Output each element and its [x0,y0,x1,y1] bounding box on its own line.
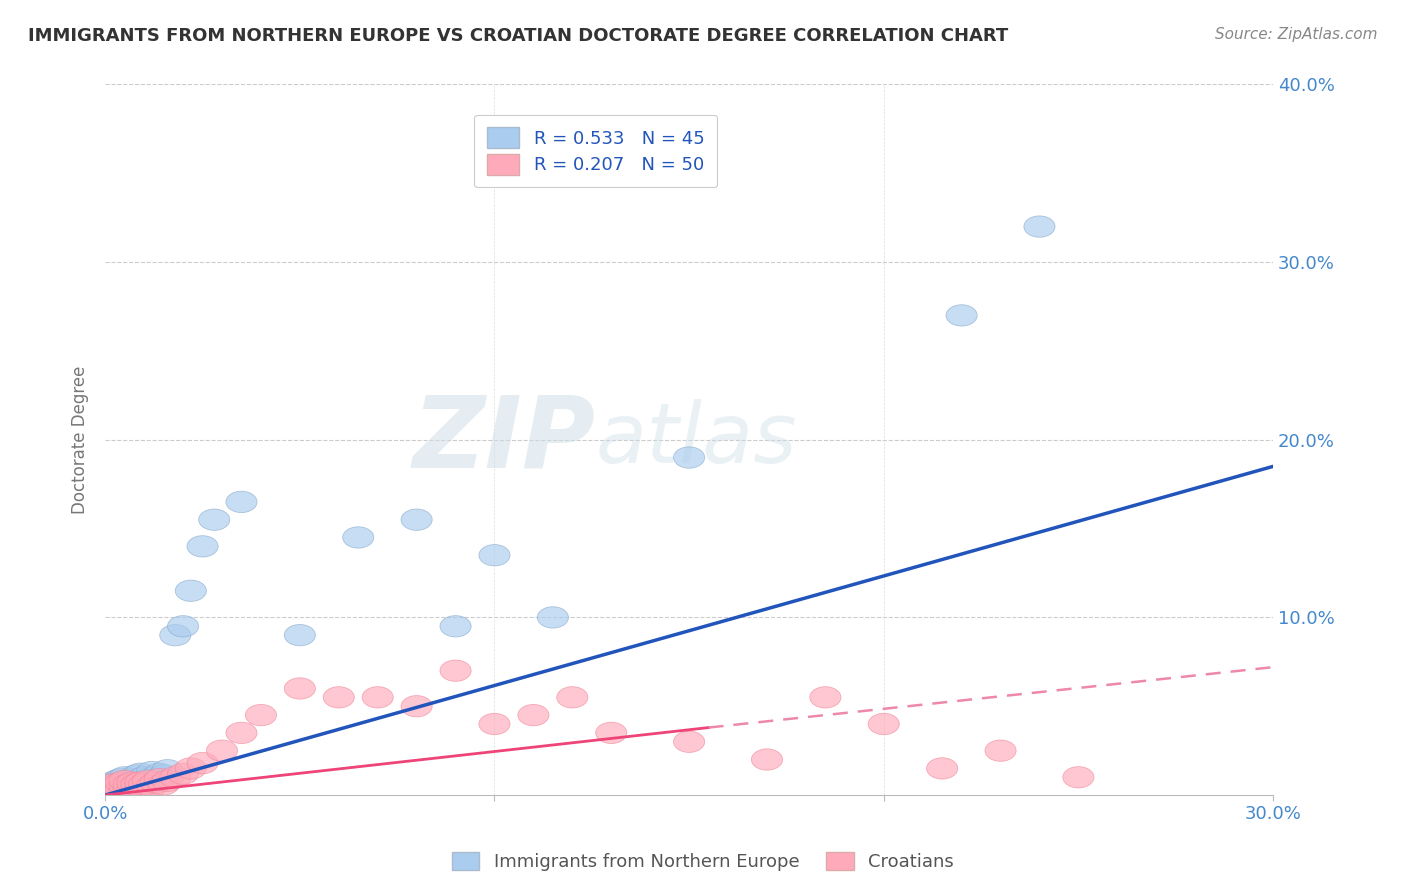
Y-axis label: Doctorate Degree: Doctorate Degree [72,366,89,514]
Text: Source: ZipAtlas.com: Source: ZipAtlas.com [1215,27,1378,42]
Text: IMMIGRANTS FROM NORTHERN EUROPE VS CROATIAN DOCTORATE DEGREE CORRELATION CHART: IMMIGRANTS FROM NORTHERN EUROPE VS CROAT… [28,27,1008,45]
Text: atlas: atlas [596,400,797,480]
Legend: Immigrants from Northern Europe, Croatians: Immigrants from Northern Europe, Croatia… [446,845,960,879]
Text: ZIP: ZIP [413,392,596,488]
Legend: R = 0.533   N = 45, R = 0.207   N = 50: R = 0.533 N = 45, R = 0.207 N = 50 [474,115,717,187]
